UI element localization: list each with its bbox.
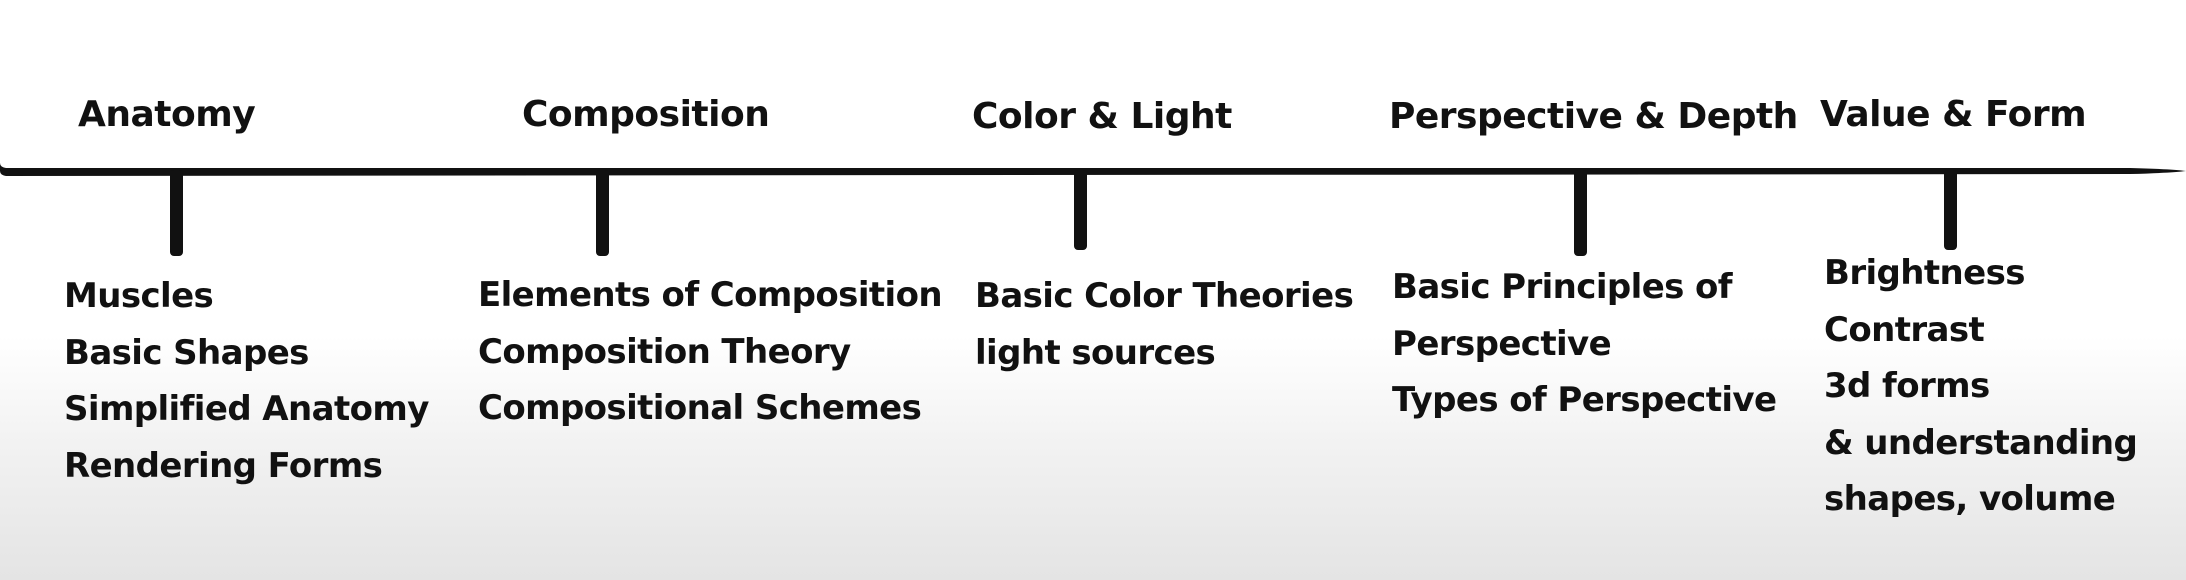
list-item: Compositional Schemes <box>478 388 922 428</box>
timeline-tick <box>170 170 183 256</box>
list-item: Basic Principles of <box>1392 267 1733 307</box>
list-item: Perspective <box>1392 323 1612 364</box>
timeline-line <box>0 163 2186 176</box>
list-item: Basic Shapes <box>64 332 309 373</box>
section-title: Composition <box>522 94 770 135</box>
timeline-tick <box>1944 170 1957 250</box>
section-title: Value & Form <box>1820 94 2087 135</box>
topic-list: Basic Principles of Perspective Types of… <box>1392 259 1777 429</box>
section-title: Perspective & Depth <box>1389 96 1798 137</box>
list-item: 3d forms <box>1824 366 1990 406</box>
list-item: light sources <box>975 332 1216 373</box>
timeline-tick <box>596 170 609 256</box>
list-item: shapes, volume <box>1824 479 2116 519</box>
topic-list: Brightness Contrast 3d forms & understan… <box>1824 245 2138 528</box>
section-title: Color & Light <box>972 96 1232 137</box>
list-item: Elements of Composition <box>478 275 943 315</box>
list-item: Basic Color Theories <box>975 276 1354 316</box>
topic-list: Basic Color Theories light sources <box>975 268 1354 381</box>
list-item: Brightness <box>1824 253 2025 293</box>
list-item: & understanding <box>1824 422 2138 463</box>
list-item: Types of Perspective <box>1392 380 1777 420</box>
topic-list: Elements of Composition Composition Theo… <box>478 267 943 437</box>
list-item: Muscles <box>64 276 214 316</box>
list-item: Simplified Anatomy <box>64 389 429 429</box>
list-item: Contrast <box>1824 309 1985 350</box>
list-item: Rendering Forms <box>64 445 383 486</box>
timeline-tick <box>1574 170 1587 256</box>
timeline-tick <box>1074 170 1087 250</box>
topic-list: Muscles Basic Shapes Simplified Anatomy … <box>64 268 429 494</box>
section-title: Anatomy <box>78 94 256 135</box>
list-item: Composition Theory <box>478 331 851 372</box>
